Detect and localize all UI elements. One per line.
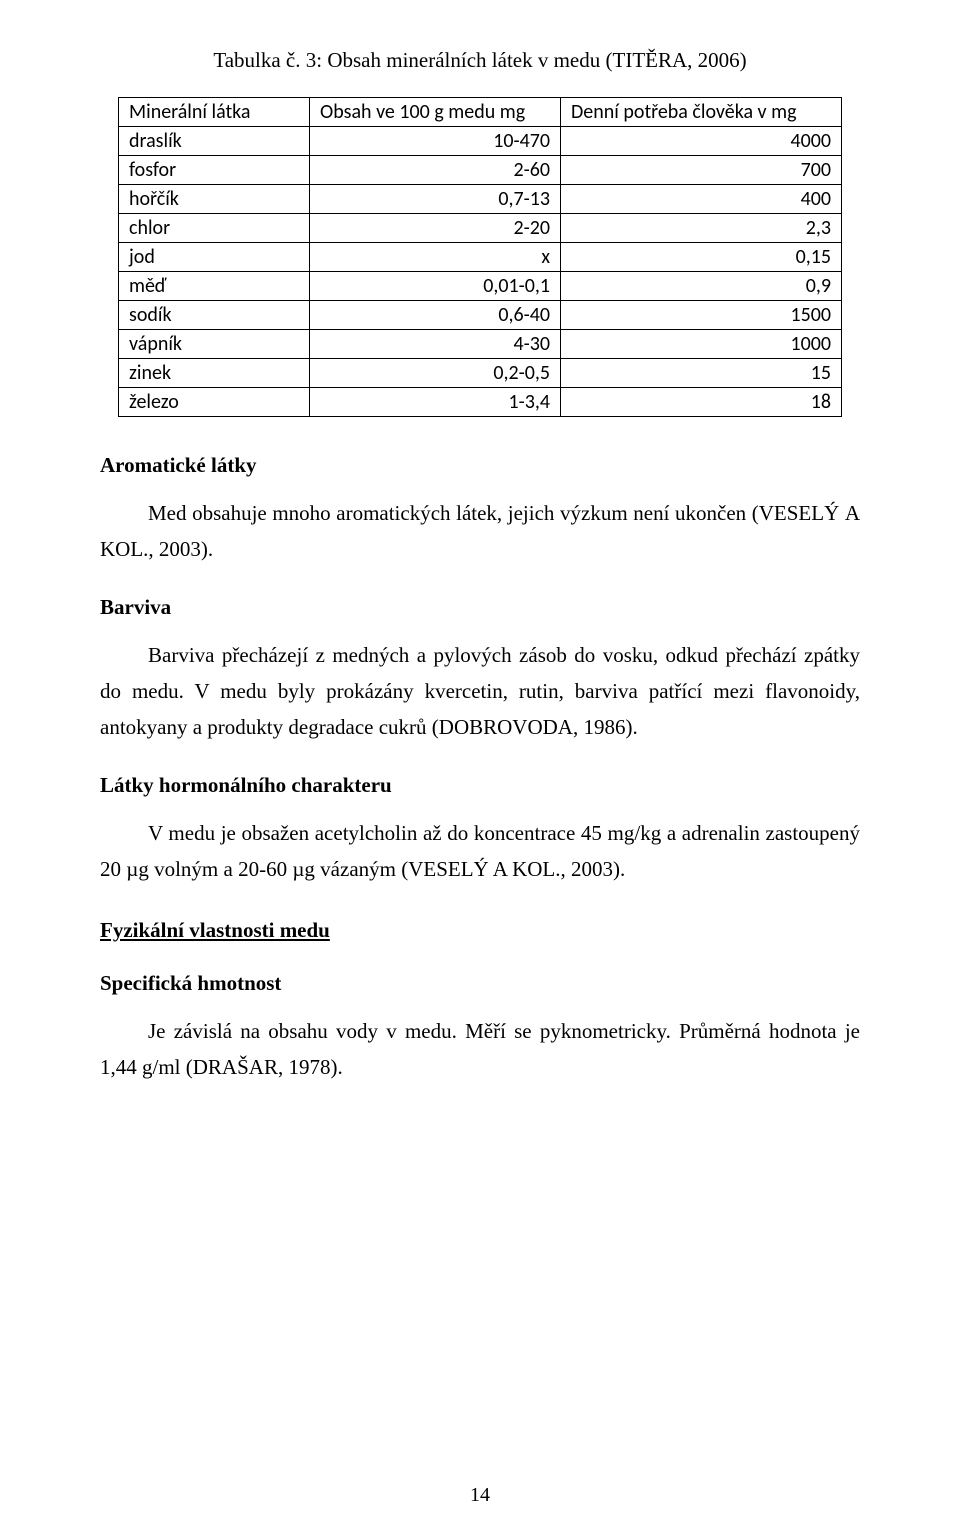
cell: 2-20 [310, 214, 561, 243]
cell: sodík [119, 301, 310, 330]
mineral-table: Minerální látka Obsah ve 100 g medu mg D… [118, 97, 842, 417]
table-row: hořčík0,7-13400 [119, 185, 842, 214]
table-row: zinek0,2-0,515 [119, 359, 842, 388]
table-row: chlor2-202,3 [119, 214, 842, 243]
table-caption: Tabulka č. 3: Obsah minerálních látek v … [100, 48, 860, 73]
paragraph-specific: Je závislá na obsahu vody v medu. Měří s… [100, 1014, 860, 1085]
table-header: Obsah ve 100 g medu mg [310, 98, 561, 127]
table-row: měď0,01-0,10,9 [119, 272, 842, 301]
smallcaps: OBROVODA [454, 715, 573, 739]
cell: 700 [561, 156, 842, 185]
table-row: sodík0,6-401500 [119, 301, 842, 330]
paragraph-aromatic: Med obsahuje mnoho aromatických látek, j… [100, 496, 860, 567]
cell: měď [119, 272, 310, 301]
cell: jod [119, 243, 310, 272]
cell: 4-30 [310, 330, 561, 359]
page-number: 14 [0, 1484, 960, 1507]
cell: fosfor [119, 156, 310, 185]
table-body: draslík10-4704000 fosfor2-60700 hořčík0,… [119, 127, 842, 417]
cell: 4000 [561, 127, 842, 156]
cell: 1-3,4 [310, 388, 561, 417]
cell: 2-60 [310, 156, 561, 185]
text: , 1978). [278, 1055, 343, 1079]
table-header: Denní potřeba člověka v mg [561, 98, 842, 127]
table-header-row: Minerální látka Obsah ve 100 g medu mg D… [119, 98, 842, 127]
paragraph-barviva: Barviva přecházejí z medných a pylových … [100, 638, 860, 745]
text: ., 2003). [555, 857, 625, 881]
cell: 18 [561, 388, 842, 417]
cell: draslík [119, 127, 310, 156]
document-page: Tabulka č. 3: Obsah minerálních látek v … [0, 0, 960, 1535]
cell: x [310, 243, 561, 272]
table-header: Minerální látka [119, 98, 310, 127]
text: , 1986). [573, 715, 638, 739]
cell: 1500 [561, 301, 842, 330]
table-row: jodx0,15 [119, 243, 842, 272]
heading-barviva: Barviva [100, 595, 860, 620]
cell: železo [119, 388, 310, 417]
heading-fyz: Fyzikální vlastnosti medu [100, 918, 860, 943]
table-row: železo1-3,418 [119, 388, 842, 417]
table-row: fosfor2-60700 [119, 156, 842, 185]
cell: 15 [561, 359, 842, 388]
cell: vápník [119, 330, 310, 359]
text: ., 2003). [143, 537, 213, 561]
cell: 0,7-13 [310, 185, 561, 214]
table-row: vápník4-301000 [119, 330, 842, 359]
cell: 0,6-40 [310, 301, 561, 330]
text: Med obsahuje mnoho aromatických látek, j… [148, 501, 774, 525]
smallcaps: ESELÝ [774, 501, 839, 525]
paragraph-hormon: V medu je obsažen acetylcholin až do kon… [100, 816, 860, 887]
cell: chlor [119, 214, 310, 243]
cell: 0,2-0,5 [310, 359, 561, 388]
cell: 1000 [561, 330, 842, 359]
caption-text-pre: Tabulka č. 3: Obsah minerálních látek v … [213, 48, 625, 72]
table-row: draslík10-4704000 [119, 127, 842, 156]
cell: 2,3 [561, 214, 842, 243]
heading-aromatic: Aromatické látky [100, 453, 860, 478]
caption-text-post: , 2006) [687, 48, 747, 72]
smallcaps: RAŠAR [208, 1055, 278, 1079]
cell: zinek [119, 359, 310, 388]
cell: hořčík [119, 185, 310, 214]
cell: 0,15 [561, 243, 842, 272]
heading-specific: Specifická hmotnost [100, 971, 860, 996]
heading-hormon: Látky hormonálního charakteru [100, 773, 860, 798]
cell: 400 [561, 185, 842, 214]
cell: 0,01-0,1 [310, 272, 561, 301]
smallcaps: ESELÝ A KOL [423, 857, 555, 881]
cell: 10-470 [310, 127, 561, 156]
caption-smallcaps: ITĚRA [625, 48, 687, 72]
cell: 0,9 [561, 272, 842, 301]
